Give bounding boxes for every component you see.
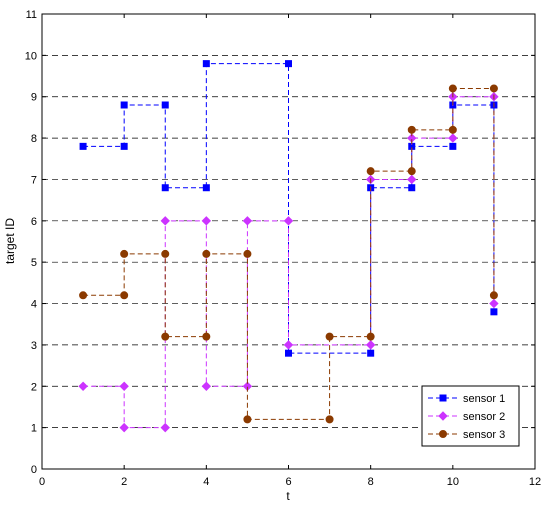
y-tick-label: 10: [25, 50, 37, 62]
series-3: [79, 84, 498, 424]
x-tick-label: 2: [121, 476, 127, 488]
data-point: [283, 340, 294, 350]
data-point: [160, 422, 170, 433]
y-tick-label: 7: [31, 174, 37, 186]
x-tick-label: 8: [368, 476, 374, 488]
y-tick-label: 9: [31, 92, 37, 104]
legend-item: sensor 3: [428, 429, 505, 441]
data-point: [160, 216, 170, 226]
data-point: [449, 142, 457, 150]
x-tick-label: 4: [203, 476, 209, 488]
series-2: [78, 92, 499, 433]
y-tick-label: 2: [31, 381, 37, 393]
data-point: [201, 216, 212, 226]
data-point: [448, 125, 457, 134]
data-point: [161, 249, 170, 258]
data-point: [119, 381, 129, 391]
series-layer: [78, 60, 499, 433]
x-tick-label: 10: [447, 476, 459, 488]
y-tick-label: 1: [31, 423, 37, 435]
data-point: [407, 167, 416, 176]
y-tick-label: 6: [31, 216, 37, 228]
data-point: [407, 174, 417, 185]
data-point: [78, 381, 88, 391]
x-tick-label: 6: [285, 476, 291, 488]
data-point: [407, 125, 416, 134]
data-point: [79, 142, 87, 150]
data-point: [448, 84, 457, 93]
data-point: [489, 298, 499, 309]
data-point: [243, 415, 252, 424]
y-tick-label: 0: [31, 464, 37, 476]
data-point: [119, 422, 129, 433]
data-point: [283, 216, 294, 226]
legend-label: sensor 3: [463, 429, 505, 441]
data-point: [202, 60, 210, 68]
y-tick-label: 11: [26, 9, 37, 21]
legend-marker: [439, 430, 447, 438]
legend-marker: [439, 394, 447, 402]
y-tick-label: 5: [31, 257, 37, 269]
legend-label: sensor 1: [463, 393, 505, 405]
data-point: [120, 249, 129, 258]
x-axis-label: t: [286, 489, 290, 503]
data-point: [325, 415, 334, 424]
data-point: [242, 216, 253, 226]
data-point: [285, 60, 292, 68]
data-point: [120, 101, 128, 109]
data-point: [79, 291, 88, 300]
y-tick-label: 3: [31, 340, 37, 352]
data-point: [161, 101, 169, 109]
data-point: [120, 142, 128, 150]
y-axis-label: target ID: [3, 218, 17, 264]
legend-item: sensor 2: [428, 411, 505, 423]
legend: sensor 1 sensor 2 sensor 3: [421, 385, 520, 447]
data-point: [285, 349, 292, 357]
data-point: [408, 184, 416, 192]
data-point: [325, 332, 334, 341]
x-tick-label: 12: [529, 476, 541, 488]
legend-label: sensor 2: [463, 411, 505, 423]
data-point: [161, 332, 170, 341]
y-tick-label: 4: [31, 299, 37, 311]
data-point: [202, 332, 211, 341]
legend-marker: [438, 411, 448, 421]
data-point: [243, 249, 252, 258]
x-tick-label: 0: [39, 476, 45, 488]
y-tick-label: 8: [31, 133, 37, 145]
data-point: [366, 332, 375, 341]
legend-item: sensor 1: [428, 393, 505, 405]
data-point: [120, 291, 129, 300]
data-point: [489, 84, 498, 93]
data-point: [202, 249, 211, 258]
data-point: [490, 308, 498, 316]
data-point: [366, 167, 375, 176]
data-point: [365, 340, 376, 350]
data-point: [161, 184, 169, 192]
data-point: [489, 291, 498, 300]
data-point: [202, 184, 210, 192]
data-point: [367, 349, 375, 357]
data-point: [448, 133, 458, 143]
data-point: [201, 381, 212, 391]
